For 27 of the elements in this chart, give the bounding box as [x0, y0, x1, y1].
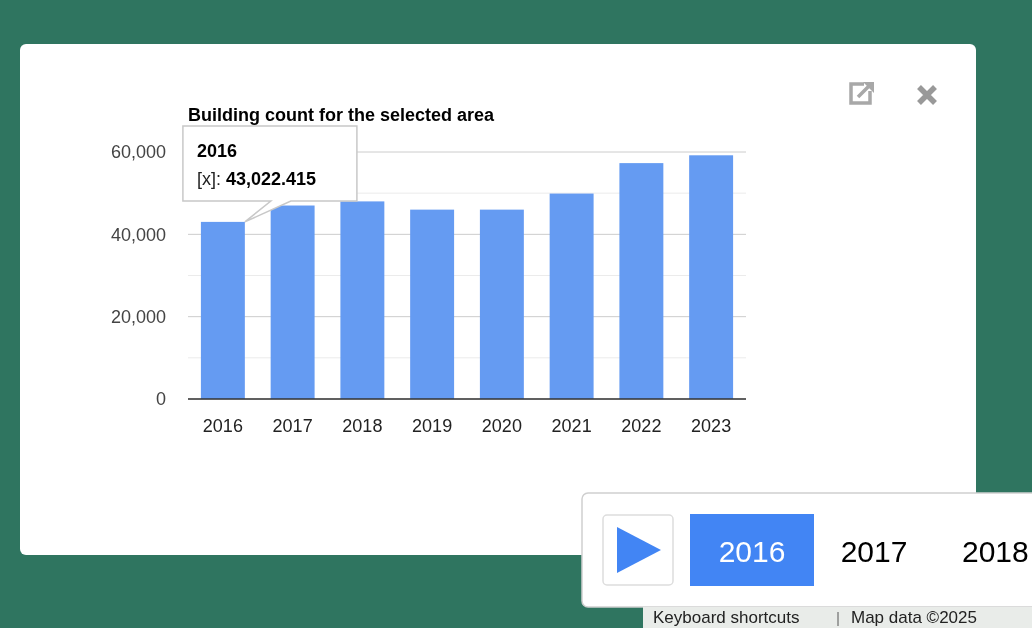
x-tick-label: 2023	[691, 416, 732, 436]
y-tick-label: 20,000	[110, 306, 166, 327]
y-tick-label: 40,000	[110, 224, 166, 245]
text: 2018	[962, 535, 1029, 568]
text: Map data ©2025	[851, 608, 977, 627]
chart-title: Building count for the selected area	[188, 105, 496, 125]
x-tick-label: 2021	[551, 416, 592, 436]
x-tick-label: 2016	[202, 416, 243, 436]
bar	[689, 155, 734, 399]
x-tick-label: 2019	[412, 416, 453, 436]
y-tick-label: 0	[155, 389, 166, 410]
text: Keyboard shortcuts	[653, 608, 800, 627]
text: 2016	[718, 535, 786, 568]
bar	[340, 201, 385, 399]
x-tick-label: 2017	[272, 416, 313, 436]
x-tick-label: 2022	[621, 416, 662, 436]
text: 2017	[840, 535, 908, 568]
bar	[200, 221, 245, 399]
x-tick-label: 2020	[481, 416, 522, 436]
annotation: 2016 [x]: 43,022.415	[196, 141, 317, 189]
bar	[410, 209, 455, 399]
bar	[479, 209, 524, 399]
bar	[549, 193, 594, 399]
bar	[619, 163, 664, 399]
y-tick-label: 60,000	[110, 142, 166, 163]
x-tick-label: 2018	[342, 416, 383, 436]
bar	[270, 205, 315, 399]
